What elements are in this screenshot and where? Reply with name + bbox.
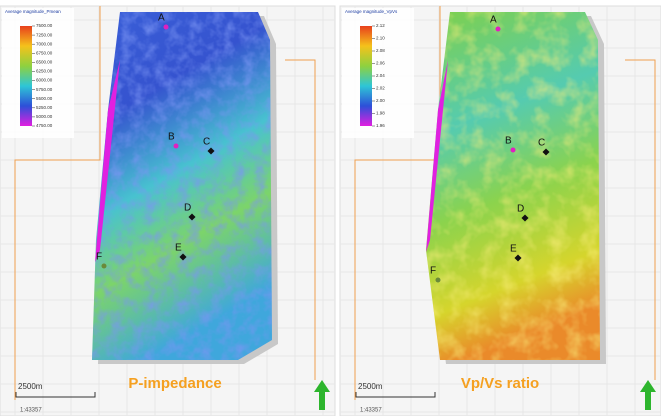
well-marker [496,27,501,32]
legend-label: 2.02 [376,86,385,91]
scale-ratio: 1:43357 [360,408,382,414]
legend-label: 1.98 [376,111,385,116]
legend-label: 5750.00 [36,87,53,92]
legend-label: 2.08 [376,48,385,53]
legend-label: 1.96 [376,123,385,128]
panel-title: Vp/Vs ratio [461,375,539,392]
well-label: E [175,243,182,254]
legend-label: 5500.00 [36,96,53,101]
well-marker [436,278,441,283]
legend-label: 5000.00 [36,114,53,119]
well-marker [164,25,169,30]
well-label: A [490,15,497,26]
color-bar [360,26,372,126]
legend-label: 4750.00 [36,123,53,128]
well-marker [102,264,107,269]
legend-label: 2.06 [376,61,385,66]
legend-label: 2.00 [376,98,385,103]
map-panel: Average magnitude_Pmean 7500.00 7250.00 700… [0,6,335,416]
legend-label: 5250.00 [36,105,53,110]
well-label: F [430,266,436,277]
legend-label: 2.12 [376,23,385,28]
well-label: F [96,252,102,263]
legend-label: 6250.00 [36,69,53,74]
map-panel: Average magnitude_VpVs 2.12 2.10 2.08 2.06 2.… [340,6,661,416]
legend-label: 6500.00 [36,60,53,65]
map-view: Average magnitude_Pmean 7500.00 7250.00 700… [0,0,661,416]
legend-label: 7000.00 [36,41,53,46]
well-label: A [158,13,165,24]
legend-label: 2.10 [376,36,385,41]
color-bar [20,26,32,126]
legend-title: Average magnitude_VpVs [345,9,398,14]
panel-title: P-impedance [128,375,221,392]
legend-title: Average magnitude_Pmean [5,9,61,14]
legend-label: 7500.00 [36,23,53,28]
well-label: D [184,203,191,214]
scale-ratio: 1:43357 [20,408,42,414]
scale-length: 2500m [358,382,383,391]
legend-label: 2.04 [376,73,385,78]
well-label: C [203,137,210,148]
well-label: B [505,136,512,147]
legend-label: 6750.00 [36,50,53,55]
well-label: B [168,132,175,143]
well-marker [174,144,179,149]
well-label: E [510,244,517,255]
well-label: C [538,138,545,149]
legend-label: 6000.00 [36,78,53,83]
legend-label: 7250.00 [36,32,53,37]
scale-length: 2500m [18,382,43,391]
well-marker [511,148,516,153]
well-label: D [517,204,524,215]
